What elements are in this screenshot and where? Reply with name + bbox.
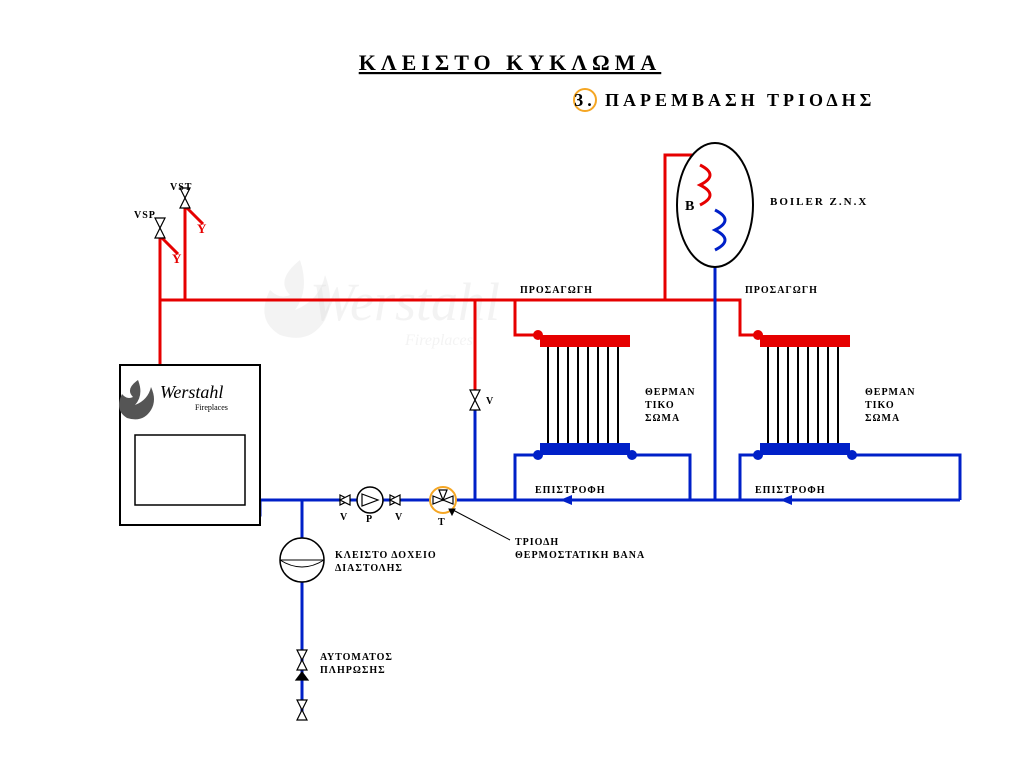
diagram-title: ΚΛΕΙΣΤΟ ΚΥΚΛΩΜΑ	[359, 50, 662, 75]
vsp-label: VSP	[134, 210, 156, 221]
svg-text:ΠΑΡΕΜΒΑΣΗ ΤΡΙΟΔΗΣ: ΠΑΡΕΜΒΑΣΗ ΤΡΙΟΔΗΣ	[605, 90, 875, 110]
radiator-1-label: ΘΕΡΜΑΝ ΤΙΚΟ ΣΩΜΑ	[645, 387, 695, 424]
flow-arrow-icon	[780, 495, 792, 505]
svg-text:ΤΡΙΟΔΗ: ΤΡΙΟΔΗ	[515, 537, 559, 548]
safety-valve-vsp	[155, 218, 165, 238]
watermark-logo: Werstahl Fireplaces	[264, 260, 500, 349]
svg-text:ΘΕΡΜΑΝ: ΘΕΡΜΑΝ	[865, 387, 915, 398]
svg-text:P: P	[366, 514, 373, 525]
triode-valve: T	[430, 487, 456, 528]
svg-text:ΘΕΡΜΟΣΤΑΤΙΚΗ ΒΑΝΑ: ΘΕΡΜΟΣΤΑΤΙΚΗ ΒΑΝΑ	[515, 550, 645, 561]
svg-text:T: T	[438, 517, 446, 528]
supply-label-1: ΠΡΟΣΑΓΩΓΗ	[520, 285, 593, 296]
svg-text:3.: 3.	[574, 90, 596, 110]
svg-text:ΠΛΗΡΩΣΗΣ: ΠΛΗΡΩΣΗΣ	[320, 665, 386, 676]
fireplace-unit: Werstahl Fireplaces	[119, 365, 260, 525]
svg-text:Werstahl: Werstahl	[310, 272, 500, 332]
svg-text:ΑΥΤΟΜΑΤΟΣ: ΑΥΤΟΜΑΤΟΣ	[320, 652, 393, 663]
svg-text:ΣΩΜΑ: ΣΩΜΑ	[865, 413, 900, 424]
svg-text:B: B	[685, 199, 694, 214]
svg-text:ΤΙΚΟ: ΤΙΚΟ	[865, 400, 895, 411]
flow-arrow-icon	[560, 495, 572, 505]
vst-label: VST	[170, 182, 192, 193]
boiler-unit: B	[677, 143, 753, 267]
svg-text:ΤΙΚΟ: ΤΙΚΟ	[645, 400, 675, 411]
schematic-canvas: Werstahl Fireplaces ΚΛΕΙΣΤΟ ΚΥΚΛΩΜΑ 3. Π…	[0, 0, 1020, 768]
svg-text:Y: Y	[197, 221, 207, 236]
svg-text:ΚΛΕΙΣΤΟ ΔΟΧΕΙΟ: ΚΛΕΙΣΤΟ ΔΟΧΕΙΟ	[335, 550, 437, 561]
svg-text:ΣΩΜΑ: ΣΩΜΑ	[645, 413, 680, 424]
triode-label: ΤΡΙΟΔΗ ΘΕΡΜΟΣΤΑΤΙΚΗ ΒΑΝΑ	[515, 537, 645, 561]
svg-text:V: V	[395, 512, 403, 523]
supply-label-2: ΠΡΟΣΑΓΩΓΗ	[745, 285, 818, 296]
svg-text:ΔΙΑΣΤΟΛΗΣ: ΔΙΑΣΤΟΛΗΣ	[335, 563, 403, 574]
svg-text:Fireplaces: Fireplaces	[195, 403, 228, 412]
svg-text:Y: Y	[172, 251, 182, 266]
triode-leader	[449, 509, 510, 540]
return-label-2: ΕΠΙΣΤΡΟΦΗ	[755, 485, 826, 496]
bypass-valve-v	[470, 390, 480, 410]
autofill-label: ΑΥΤΟΜΑΤΟΣ ΠΛΗΡΩΣΗΣ	[320, 652, 393, 676]
svg-text:ΘΕΡΜΑΝ: ΘΕΡΜΑΝ	[645, 387, 695, 398]
boiler-label: BOILER Z.N.X	[770, 196, 868, 208]
subtitle-group: 3. ΠΑΡΕΜΒΑΣΗ ΤΡΙΟΔΗΣ	[574, 89, 875, 111]
svg-text:V: V	[340, 512, 348, 523]
return-label-1: ΕΠΙΣΤΡΟΦΗ	[535, 485, 606, 496]
expansion-label: ΚΛΕΙΣΤΟ ΔΟΧΕΙΟ ΔΙΑΣΤΟΛΗΣ	[335, 550, 437, 574]
radiator-1	[540, 335, 630, 455]
svg-text:Werstahl: Werstahl	[160, 382, 223, 402]
radiator-2-label: ΘΕΡΜΑΝ ΤΙΚΟ ΣΩΜΑ	[865, 387, 915, 424]
radiator-2	[760, 335, 850, 455]
svg-text:V: V	[486, 396, 494, 407]
svg-text:Fireplaces: Fireplaces	[404, 332, 473, 349]
pump-assembly: V P V	[340, 487, 403, 525]
expansion-vessel	[280, 538, 324, 582]
